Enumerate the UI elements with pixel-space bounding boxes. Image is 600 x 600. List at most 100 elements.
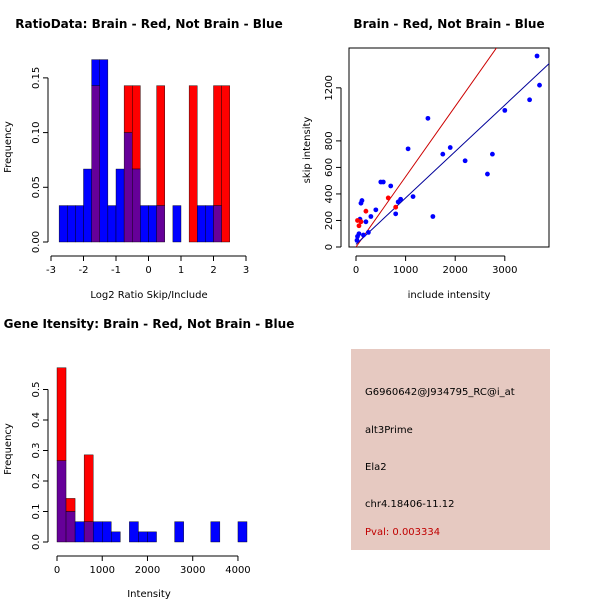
scatter-title: Brain - Red, Not Brain - Blue [353, 17, 544, 31]
gene-hist-bar-overlap [83, 521, 94, 543]
notbrain-point [405, 146, 411, 152]
ratio-hist-bar-brain [213, 85, 222, 206]
gene-name: Ela2 [365, 462, 387, 473]
gene-intensity-histogram: Gene Itensity: Brain - Red, Not Brain - … [3, 317, 294, 600]
ratio-hist-bar-notbrain [107, 205, 117, 243]
ratio-hist-bar-notbrain [83, 168, 92, 243]
notbrain-point [356, 231, 362, 237]
brain-point [363, 208, 369, 214]
ratio-hist-bar-notbrain [205, 205, 214, 243]
gene-hist-bar-notbrain [129, 521, 139, 543]
scatter-x-tick-label: 0 [353, 265, 359, 276]
gene-hist-x-tick-label: 1000 [90, 565, 115, 576]
notbrain-point [534, 53, 540, 59]
scatter-x-tick-label: 1000 [393, 265, 418, 276]
ratio-hist-bar-brain [156, 85, 165, 206]
gene-hist-x-tick-label: 0 [54, 565, 60, 576]
ratio-hist-bar-overlap [156, 205, 165, 243]
brain-fit-line [355, 48, 498, 247]
notbrain-point [398, 196, 404, 202]
notbrain-fit-line [355, 63, 549, 245]
ratio-hist-bar-overlap [132, 168, 141, 243]
ratio-hist-bar-notbrain [67, 205, 76, 243]
gene-hist-y-tick-label: 0.5 [31, 382, 42, 398]
intensity-scatter: Brain - Red, Not Brain - Blue include in… [302, 17, 550, 301]
probe-info-panel: G6960642@J934795_RC@i_at alt3Prime Ela2 … [351, 349, 550, 550]
gene-hist-bar-notbrain [147, 531, 157, 543]
ratio-hist-ylabel: Frequency [3, 121, 14, 173]
ratio-hist-x-tick-label: 2 [210, 265, 216, 276]
scatter-xlabel: include intensity [408, 290, 491, 301]
gene-hist-bar-notbrain [74, 521, 85, 543]
ratio-hist-bar-notbrain [172, 205, 182, 243]
gene-hist-bar-notbrain [102, 521, 112, 543]
ratio-histogram: RatioData: Brain - Red, Not Brain - Blue… [3, 17, 283, 301]
ratio-hist-y-tick-label: 0.10 [31, 121, 42, 143]
brain-point [356, 223, 362, 229]
notbrain-point [537, 82, 542, 88]
pvalue: Pval: 0.003334 [365, 527, 441, 538]
gene-hist-bar-notbrain [92, 521, 103, 543]
notbrain-point [359, 198, 365, 203]
ratio-hist-y-tick-label: 0.05 [31, 176, 42, 198]
gene-hist-bar-overlap [56, 460, 67, 543]
notbrain-point [361, 232, 366, 238]
gene-hist-y-tick-label: 0.2 [31, 473, 42, 489]
gene-hist-y-tick-label: 0.4 [31, 412, 42, 428]
ratio-hist-x-tick-label: -3 [46, 265, 56, 276]
ratio-hist-y-tick-label: 0.15 [31, 67, 42, 89]
notbrain-point [527, 97, 532, 103]
ratio-hist-bar-overlap [123, 132, 133, 243]
ratio-hist-bar-notbrain [115, 168, 125, 243]
ratio-hist-x-tick-label: 3 [243, 265, 249, 276]
notbrain-point [447, 145, 453, 150]
ratio-hist-bar-brain [132, 85, 141, 170]
notbrain-point [393, 211, 399, 217]
ratio-hist-x-tick-label: -1 [111, 265, 121, 276]
ratio-hist-bar-notbrain [58, 205, 68, 243]
notbrain-point [410, 194, 416, 199]
gene-hist-bar-notbrain [237, 521, 248, 543]
event-type: alt3Prime [365, 425, 413, 436]
notbrain-point [485, 171, 490, 177]
brain-point [358, 219, 364, 225]
gene-hist-y-tick-label: 0.1 [31, 504, 42, 520]
notbrain-point [440, 151, 446, 157]
ratio-hist-bar-brain [221, 85, 230, 243]
probe-id: G6960642@J934795_RC@i_at [365, 387, 515, 398]
gene-hist-x-tick-label: 3000 [180, 565, 205, 576]
gene-hist-bar-brain [83, 454, 94, 522]
ratio-hist-bar-notbrain [140, 205, 149, 243]
ratio-hist-y-tick-label: 0.00 [31, 231, 42, 253]
ratio-hist-bar-notbrain [91, 59, 100, 86]
ratio-hist-bar-brain [188, 85, 198, 243]
gene-hist-bar-notbrain [111, 531, 121, 543]
gene-hist-bar-brain [65, 498, 76, 512]
notbrain-point [462, 158, 468, 164]
ratio-hist-bar-notbrain [99, 59, 109, 243]
gene-hist-bar-brain [56, 367, 67, 461]
gene-hist-x-tick-label: 4000 [225, 565, 250, 576]
ratio-hist-title: RatioData: Brain - Red, Not Brain - Blue [15, 17, 282, 31]
ratio-hist-bar-overlap [213, 205, 222, 243]
scatter-y-tick-label: 200 [324, 211, 335, 230]
gene-hist-bar-notbrain [210, 521, 221, 543]
notbrain-point [425, 115, 431, 121]
ratio-hist-bar-brain [123, 85, 133, 133]
notbrain-point [354, 237, 360, 243]
ratio-hist-x-tick-label: 0 [145, 265, 151, 276]
ratio-hist-bar-notbrain [197, 205, 206, 243]
notbrain-point [430, 214, 436, 219]
ratio-hist-x-tick-label: -2 [79, 265, 89, 276]
scatter-x-tick-label: 3000 [492, 265, 517, 276]
ratio-hist-bar-overlap [91, 85, 100, 243]
notbrain-point [388, 183, 394, 189]
gene-hist-xlabel: Intensity [127, 589, 171, 600]
scatter-ylabel: skip intensity [302, 117, 313, 184]
scatter-y-tick-label: 600 [324, 158, 335, 177]
brain-point [393, 204, 399, 210]
genomic-location: chr4.18406-11.12 [365, 499, 455, 510]
gene-hist-y-tick-label: 0.3 [31, 443, 42, 459]
scatter-y-tick-label: 400 [324, 184, 335, 203]
